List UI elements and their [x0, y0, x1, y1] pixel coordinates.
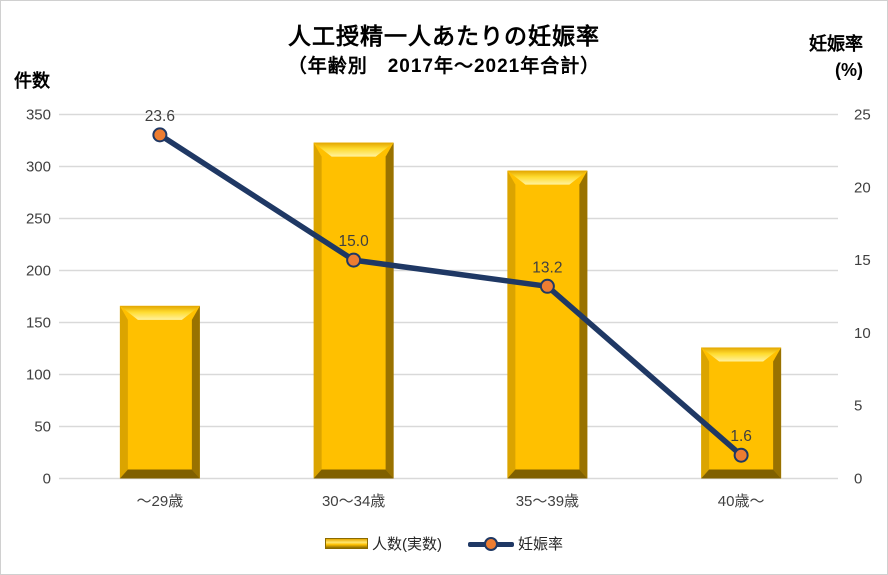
- right-axis-tick-label: 0: [854, 471, 862, 488]
- bar-bevel-left: [701, 347, 710, 479]
- bar-bevel-top: [119, 305, 200, 320]
- line-series-swatch-icon: [467, 536, 514, 551]
- data-label: 15.0: [339, 233, 370, 250]
- data-label: 1.6: [730, 428, 752, 445]
- bar: [119, 305, 200, 479]
- left-axis-title: 件数: [14, 71, 50, 91]
- left-axis-tick-label: 200: [26, 263, 51, 280]
- bar-bevel-bottom: [119, 469, 200, 479]
- bar-series-swatch-icon: [324, 538, 368, 549]
- data-label: 23.6: [145, 108, 175, 125]
- bar: [507, 170, 588, 479]
- bar: [313, 142, 394, 479]
- data-label: 13.2: [532, 259, 562, 276]
- category-label: ～29歳: [137, 493, 184, 510]
- line-marker: [733, 447, 749, 463]
- bar-bevel-bottom: [313, 469, 394, 479]
- legend: 人数(実数) 妊娠率: [1, 533, 887, 554]
- bar-bevel-left: [313, 142, 322, 479]
- legend-item-bar-series: 人数(実数): [324, 533, 442, 554]
- right-axis-tick-label: 20: [854, 179, 871, 196]
- bar-bevel-top: [507, 170, 588, 185]
- bar-bevel-bottom: [701, 469, 782, 479]
- left-axis-tick-label: 0: [43, 471, 51, 488]
- right-axis-title-line2: (%): [835, 60, 863, 81]
- legend-label: 妊娠率: [517, 536, 563, 553]
- left-axis-tick-label: 250: [26, 211, 51, 228]
- bar-bevel-right: [579, 170, 588, 479]
- line-series: [157, 132, 744, 458]
- category-label: 35～39歳: [516, 493, 579, 510]
- right-axis-tick-label: 15: [854, 252, 871, 269]
- line-marker-icon: [483, 536, 498, 551]
- left-axis-tick-label: 50: [34, 419, 51, 436]
- bar-bevel-right: [773, 347, 782, 479]
- chart-subtitle: （年齢別 2017年～2021年合計）: [287, 56, 601, 77]
- right-axis-tick-label: 5: [854, 398, 862, 415]
- line-marker: [346, 252, 362, 268]
- line-marker: [152, 127, 168, 143]
- right-axis-tick-label: 10: [854, 325, 871, 342]
- bar-bevel-left: [119, 305, 128, 479]
- left-axis-tick-label: 350: [26, 107, 51, 124]
- left-axis-tick-label: 150: [26, 315, 51, 332]
- legend-item-line-series: 妊娠率: [467, 533, 563, 554]
- line-marker: [539, 278, 555, 294]
- right-axis-title: 妊娠率 (%): [809, 31, 863, 83]
- bar-bevel-top: [313, 142, 394, 157]
- bar-bevel-top: [701, 347, 782, 362]
- bar-bevel-left: [507, 170, 516, 479]
- right-axis-tick-label: 25: [854, 107, 871, 124]
- category-label: 40歳～: [718, 493, 765, 510]
- bar-bevel-right: [385, 142, 394, 479]
- category-label: 30～34歳: [322, 493, 385, 510]
- right-axis-title-line1: 妊娠率: [809, 34, 863, 54]
- bar-bevel-right: [191, 305, 200, 479]
- legend-label: 人数(実数): [371, 536, 442, 553]
- bar-bevel-bottom: [507, 469, 588, 479]
- chart-title: 人工授精一人あたりの妊娠率: [288, 23, 600, 49]
- left-axis-tick-label: 300: [26, 159, 51, 176]
- left-axis-tick-label: 100: [26, 367, 51, 384]
